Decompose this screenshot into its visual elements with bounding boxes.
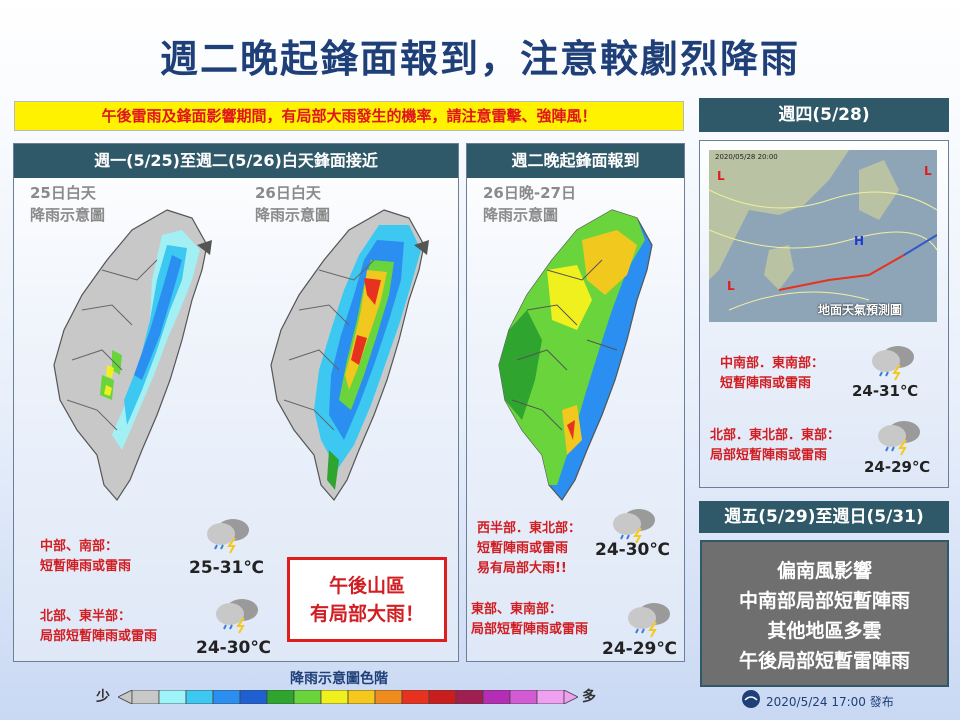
warning-banner: 午後雷雨及鋒面影響期間，有局部大雨發生的機率，請注意雷擊、強陣風！ — [14, 101, 684, 131]
panel1-note-central-south: 中部、南部： 短暫陣雨或雷雨 — [40, 539, 132, 574]
scale-swatch — [293, 689, 322, 705]
panel1-note-north-east: 北部、東半部： 局部短暫陣雨或雷雨 — [40, 609, 158, 644]
map-26-label: 26日白天 降雨示意圖 — [255, 184, 331, 224]
panel1-temp-north-east: 24-30℃ — [196, 638, 271, 658]
scale-swatch — [482, 689, 511, 705]
thu-note-north: 北部．東北部．東部： 局部短暫陣雨或雷雨 — [710, 428, 841, 463]
panel-tue-night: 週二晚起鋒面報到 26日晚-27日 降雨示意圖 西半部．東北部： 短暫陣雨或雷雨 易有… — [466, 143, 685, 662]
cwb-logo-icon — [742, 690, 760, 708]
thu-temp-north: 24-29℃ — [864, 458, 931, 476]
svg-text:L: L — [717, 169, 725, 183]
scale-swatch — [131, 689, 160, 705]
svg-text:L: L — [727, 279, 735, 293]
scale-high-label: 多 — [582, 689, 596, 705]
panel-mon-tue: 週一(5/25)至週二(5/26)白天鋒面接近 25日白天 降雨示意圖 26日白天… — [13, 143, 459, 662]
weekend-forecast-box: 偏南風影響 中南部局部短暫陣雨 其他地區多雲 午後局部短暫雷陣雨 — [700, 540, 949, 687]
map-25-label: 25日白天 降雨示意圖 — [30, 184, 106, 224]
scale-swatch — [536, 689, 565, 705]
scale-swatch — [455, 689, 484, 705]
panel-tue-night-heading: 週二晚起鋒面報到 — [467, 144, 684, 178]
panel1-temp-central-south: 25-31℃ — [189, 558, 264, 578]
panel-mon-tue-heading: 週一(5/25)至週二(5/26)白天鋒面接近 — [14, 144, 458, 178]
svg-text:H: H — [854, 234, 864, 248]
svg-text:L: L — [924, 164, 932, 178]
scale-swatch — [509, 689, 538, 705]
scale-swatch — [347, 689, 376, 705]
scale-swatch — [239, 689, 268, 705]
surface-weather-map: 2020/05/28 20:00 H L L L — [709, 150, 937, 322]
panel2-temp-east-southeast: 24-29℃ — [602, 639, 677, 659]
panel2-note-east-southeast: 東部、東南部： 局部短暫陣雨或雷雨 — [471, 602, 589, 637]
scale-swatch — [266, 689, 295, 705]
panel2-note-west-northeast: 西半部．東北部： 短暫陣雨或雷雨 易有局部大雨!! — [477, 521, 582, 576]
map-26-27-label: 26日晚-27日 降雨示意圖 — [483, 184, 576, 224]
page-title: 週二晚起鋒面報到，注意較劇烈降雨 — [159, 37, 800, 81]
color-scale-title: 降雨示意圖色階 — [290, 671, 388, 687]
scale-swatch — [158, 689, 187, 705]
rain-map-25 — [53, 209, 212, 501]
scale-left-arrow — [117, 689, 133, 705]
weekend-heading: 週五(5/29)至週日(5/31) — [699, 501, 949, 533]
rain-map-26-27 — [498, 209, 653, 501]
thursday-heading: 週四(5/28) — [699, 98, 949, 132]
color-scale-bar — [117, 689, 579, 705]
publish-time: 2020/5/24 17:00 發布 — [766, 695, 894, 709]
scale-swatch — [401, 689, 430, 705]
rain-cloud-icon — [628, 603, 670, 638]
scale-swatch — [185, 689, 214, 705]
scale-swatch — [428, 689, 457, 705]
thu-temp-south: 24-31℃ — [852, 382, 919, 400]
rain-cloud-icon — [878, 421, 920, 456]
scale-swatch — [212, 689, 241, 705]
weather-map-caption: 地面天氣預測圖 — [818, 303, 903, 317]
scale-swatch — [374, 689, 403, 705]
scale-right-arrow — [563, 689, 579, 705]
svg-text:2020/05/28 20:00: 2020/05/28 20:00 — [715, 153, 778, 161]
rain-cloud-icon — [216, 599, 258, 634]
rain-cloud-icon — [613, 509, 655, 544]
panel2-temp-west-northeast: 24-30℃ — [595, 540, 670, 560]
rain-cloud-icon — [207, 519, 249, 554]
rain-map-26 — [270, 209, 429, 501]
panel-thursday: 2020/05/28 20:00 H L L L 地面天氣預測圖 中南部．東南部… — [699, 140, 949, 488]
thu-note-south: 中南部．東南部： 短暫陣雨或雷雨 — [720, 356, 825, 391]
scale-low-label: 少 — [96, 689, 110, 705]
rain-cloud-icon — [872, 346, 914, 381]
scale-swatch — [320, 689, 349, 705]
afternoon-alert-box: 午後山區 有局部大雨！ — [287, 557, 447, 642]
